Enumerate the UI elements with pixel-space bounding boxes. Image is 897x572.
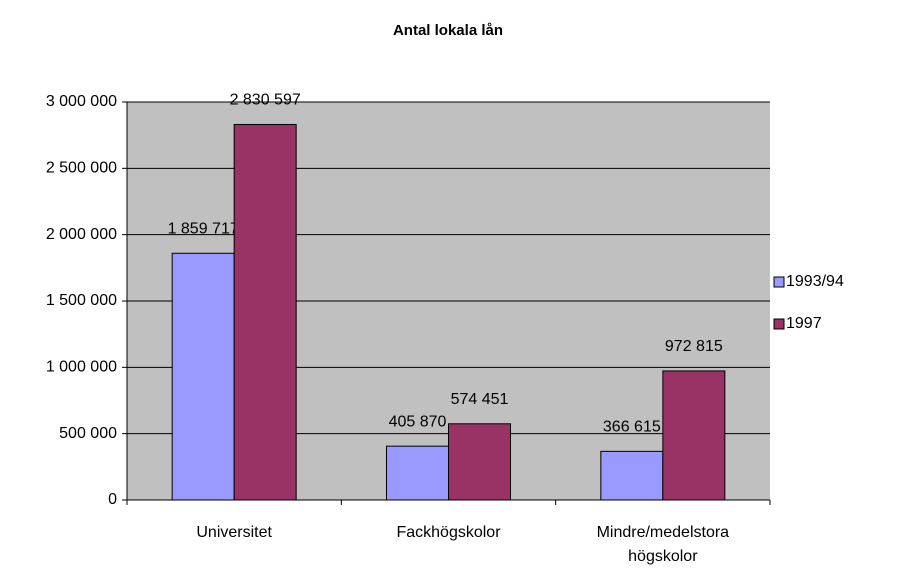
- y-tick-label: 2 500 000: [46, 160, 117, 177]
- y-tick-label: 500 000: [59, 425, 117, 442]
- x-tick-label: Fackhögskolor: [396, 524, 501, 541]
- value-label: 574 451: [451, 391, 509, 408]
- y-tick-label: 0: [108, 491, 117, 508]
- bar: [386, 445, 449, 501]
- bar: [171, 252, 235, 501]
- legend-label: 1993/94: [786, 273, 844, 290]
- chart-title: Antal lokala lån: [393, 22, 503, 39]
- legend-label: 1997: [786, 315, 822, 332]
- bar: [600, 450, 664, 501]
- legend-swatch: [773, 276, 785, 288]
- value-label: 1 859 717: [168, 220, 239, 237]
- value-label: 405 870: [389, 413, 447, 430]
- y-tick-label: 1 000 000: [46, 359, 117, 376]
- y-tick-label: 3 000 000: [46, 93, 117, 110]
- bar: [448, 423, 511, 501]
- bar: [233, 123, 297, 501]
- x-tick-label: Mindre/medelstora högskolor: [597, 524, 730, 565]
- bar: [662, 370, 726, 501]
- value-label: 972 815: [665, 338, 723, 355]
- x-tick-label: Universitet: [196, 524, 272, 541]
- value-label: 366 615: [603, 419, 661, 436]
- y-tick-label: 1 500 000: [46, 292, 117, 309]
- legend-swatch: [773, 318, 785, 330]
- value-label: 2 830 597: [230, 92, 301, 109]
- y-tick-label: 2 000 000: [46, 226, 117, 243]
